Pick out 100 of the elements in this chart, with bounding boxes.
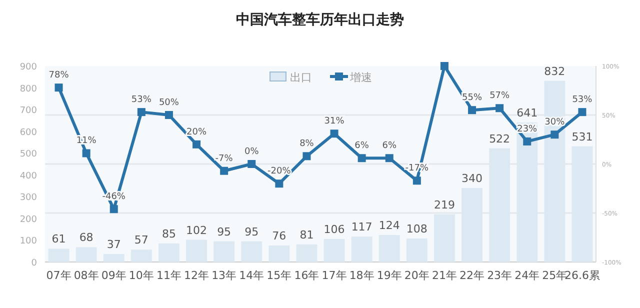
x-tick-label: 15年: [266, 269, 292, 282]
x-tick-label: 18年: [349, 269, 374, 282]
point: [220, 166, 228, 175]
x-tick-label: 07年: [46, 269, 72, 282]
data-label: 522: [489, 132, 510, 146]
bar: [76, 247, 97, 262]
x-tick-label: 16年: [294, 269, 320, 282]
data-label: 6%: [382, 141, 397, 152]
x-tick-label: 21年: [432, 269, 457, 282]
y-tick-label: 100: [20, 236, 38, 247]
y-tick-label: 300: [20, 193, 38, 204]
data-label: 50%: [158, 98, 180, 108]
point: [412, 176, 421, 185]
bar: [406, 238, 428, 262]
data-label: 76: [272, 229, 286, 242]
y-tick-label: 200: [20, 214, 38, 225]
x-tick-label: 08年: [74, 269, 99, 282]
data-label: 95: [217, 225, 232, 238]
x-tick-label: 22年: [460, 269, 485, 282]
point: [82, 149, 90, 158]
data-label: 124: [378, 218, 400, 232]
y-tick-label: 800: [20, 84, 38, 94]
data-label: 23%: [517, 124, 538, 134]
point: [302, 152, 311, 160]
point: [330, 130, 338, 138]
x-tick-label: 23年: [487, 269, 512, 282]
point: [192, 140, 201, 148]
x-tick-label: 17年: [322, 269, 347, 282]
data-label: 31%: [324, 116, 345, 127]
point: [358, 154, 366, 162]
data-label: 68: [79, 231, 94, 244]
data-label: -7%: [215, 154, 234, 164]
data-label: 117: [351, 220, 372, 234]
data-label: -20%: [268, 166, 292, 177]
bar: [296, 244, 318, 262]
y-tick-label: 900: [20, 62, 38, 72]
data-label: 81: [300, 228, 314, 242]
bar: [130, 250, 152, 262]
data-label: 61: [52, 232, 66, 246]
point: [54, 84, 63, 92]
data-label: 832: [544, 64, 566, 78]
bar: [186, 240, 207, 262]
point: [164, 111, 173, 119]
data-label: 53%: [572, 95, 593, 106]
x-tick-label: 13年: [212, 269, 237, 282]
data-label: 106: [324, 222, 345, 236]
data-label: 0%: [244, 147, 260, 157]
bar: [214, 241, 235, 262]
point: [275, 180, 284, 188]
point: [137, 108, 146, 116]
data-label: 57: [134, 234, 148, 247]
bar: [158, 243, 180, 262]
data-label: 37: [106, 238, 121, 251]
point: [550, 130, 559, 139]
data-label: 20%: [186, 127, 207, 138]
data-label: 531: [572, 130, 593, 144]
bar: [324, 238, 345, 262]
y-tick-label: 700: [20, 106, 38, 116]
point: [578, 108, 586, 116]
data-label: 57%: [490, 91, 510, 102]
data-label: 340: [462, 172, 483, 185]
x-tick-label: 09年: [101, 269, 126, 282]
point: [440, 62, 448, 70]
point: [248, 160, 256, 168]
point: [385, 154, 394, 162]
chart-title: 中国汽车整车历年出口走势: [236, 11, 404, 28]
x-tick-label: 10年: [128, 269, 154, 282]
y-tick-label: 400: [20, 171, 38, 182]
x-tick-label: 20年: [404, 269, 430, 282]
data-label: 53%: [131, 95, 152, 106]
x-tick-label: 11年: [156, 269, 182, 282]
data-label: 85: [162, 227, 176, 240]
data-label: 95: [244, 225, 259, 238]
data-label: 8%: [300, 139, 314, 150]
bar: [241, 241, 262, 262]
y-tick-label: 600: [20, 128, 38, 138]
data-label: 641: [516, 106, 538, 120]
data-label: 30%: [544, 118, 566, 128]
y-tick-label: 0: [31, 258, 38, 268]
x-tick-label: 12年: [184, 269, 210, 282]
data-label: 6%: [354, 141, 370, 152]
y-tick-label: 500: [20, 150, 38, 160]
bar: [48, 248, 70, 262]
point: [496, 104, 504, 112]
x-tick-label: 24年: [514, 269, 540, 282]
data-label: 219: [434, 198, 455, 212]
legend-label: 增速: [349, 71, 372, 84]
x-tick-label: 14年: [239, 269, 264, 282]
point: [110, 205, 118, 214]
data-label: 102: [186, 224, 208, 237]
bar: [268, 245, 290, 262]
point: [523, 137, 532, 146]
bar: [351, 236, 372, 262]
bar: [378, 234, 400, 262]
data-label: 108: [406, 222, 428, 236]
x-tick-label: 19年: [376, 269, 402, 282]
point: [468, 106, 476, 114]
legend-label: 出口: [290, 71, 312, 84]
data-label: 78%: [48, 70, 70, 81]
bar: [103, 254, 124, 262]
